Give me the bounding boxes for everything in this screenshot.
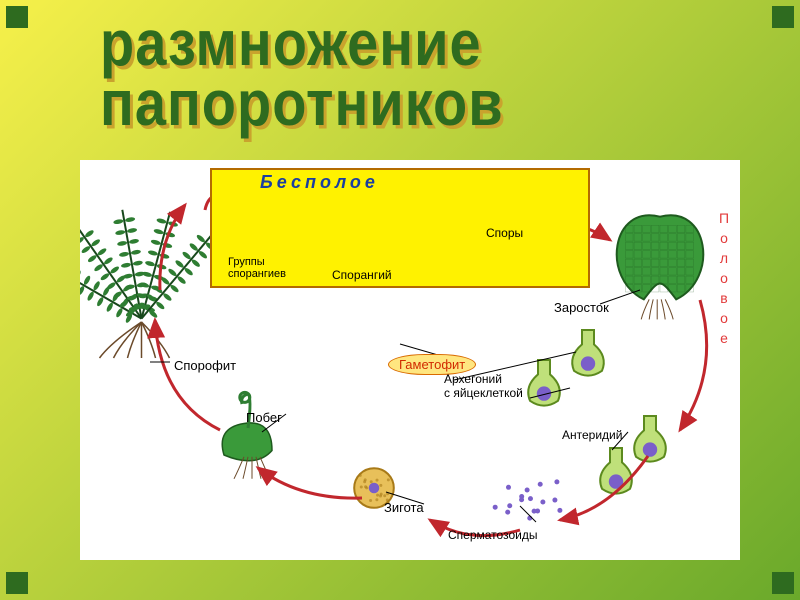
label-antheridium: Антеридий	[562, 428, 622, 442]
title-line-2: папоротников	[100, 65, 504, 140]
node-arch2	[528, 360, 560, 406]
node-arch1	[572, 330, 604, 376]
corner-tr	[772, 6, 794, 28]
corner-br	[772, 572, 794, 594]
label-prothallus: Заросток	[554, 300, 609, 315]
node-prothal	[617, 215, 704, 319]
label-sporangia_groups: Группы спорангиев	[228, 256, 286, 280]
corner-bl	[6, 572, 28, 594]
stage: размножение папоротников Бесполое Гамето…	[0, 0, 800, 600]
asexual-title: Бесполое	[260, 172, 379, 193]
node-anth1	[634, 416, 666, 462]
label-sporophyte: Спорофит	[174, 358, 236, 373]
label-archegonium: Архегоний с яйцеклеткой	[444, 372, 523, 400]
label-spores: Споры	[486, 226, 523, 240]
node-sprout	[222, 392, 272, 478]
corner-tl	[6, 6, 28, 28]
label-spermatozoa: Сперматозоиды	[448, 528, 537, 542]
label-zygote: Зигота	[384, 500, 424, 515]
sexual-vertical-label: Половое	[716, 210, 732, 350]
node-anth2	[600, 448, 632, 494]
label-sporangium: Спорангий	[332, 268, 392, 282]
node-sperm_dots	[493, 479, 563, 520]
label-shoot: Побег	[246, 410, 282, 425]
node-fern	[80, 208, 221, 358]
